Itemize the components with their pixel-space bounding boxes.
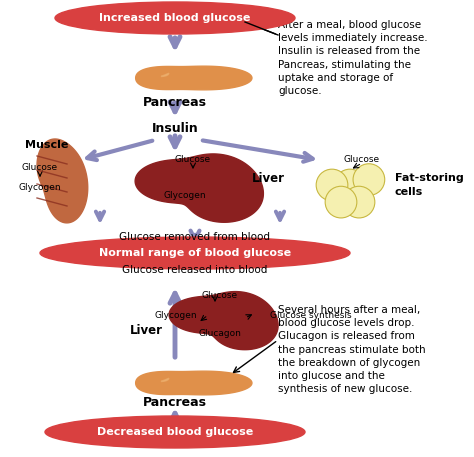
Text: Pancreas: Pancreas	[143, 96, 207, 110]
Text: Glucose removed from blood: Glucose removed from blood	[119, 232, 271, 242]
Text: Liver: Liver	[252, 171, 285, 185]
Text: Glucose synthesis: Glucose synthesis	[270, 310, 352, 319]
Text: Glucagon: Glucagon	[199, 329, 241, 338]
Polygon shape	[136, 66, 252, 90]
Text: Muscle: Muscle	[25, 140, 68, 150]
Text: Liver: Liver	[130, 324, 163, 336]
Circle shape	[325, 186, 357, 218]
Text: Glucose: Glucose	[22, 164, 58, 172]
Text: Glucose: Glucose	[202, 291, 238, 299]
Text: Decreased blood glucose: Decreased blood glucose	[97, 427, 253, 437]
Ellipse shape	[55, 2, 295, 34]
Text: Increased blood glucose: Increased blood glucose	[100, 13, 251, 23]
Text: Glucose released into blood: Glucose released into blood	[122, 265, 268, 275]
Polygon shape	[136, 371, 252, 395]
Text: Several hours after a meal,
blood glucose levels drop.
Glucagon is released from: Several hours after a meal, blood glucos…	[278, 305, 426, 394]
Text: Glycogen: Glycogen	[164, 191, 206, 200]
Text: Glycogen: Glycogen	[155, 310, 198, 319]
Text: Insulin: Insulin	[152, 122, 199, 134]
Ellipse shape	[40, 237, 350, 269]
Text: cells: cells	[395, 187, 423, 197]
Circle shape	[316, 169, 348, 201]
Circle shape	[353, 164, 385, 196]
Circle shape	[334, 169, 366, 201]
Circle shape	[343, 186, 375, 218]
Polygon shape	[161, 378, 169, 382]
Text: Glycogen: Glycogen	[18, 184, 61, 192]
Ellipse shape	[45, 416, 305, 448]
Text: Normal range of blood glucose: Normal range of blood glucose	[99, 248, 291, 258]
Polygon shape	[169, 292, 278, 350]
Polygon shape	[135, 154, 264, 222]
Polygon shape	[161, 73, 169, 76]
Text: Glucose: Glucose	[175, 155, 211, 165]
Text: Fat-storing: Fat-storing	[395, 173, 464, 183]
Text: After a meal, blood glucose
levels immediately increase.
Insulin is released fro: After a meal, blood glucose levels immed…	[278, 20, 428, 96]
Polygon shape	[37, 139, 88, 223]
Text: Pancreas: Pancreas	[143, 397, 207, 409]
Text: Glucose: Glucose	[344, 155, 380, 165]
